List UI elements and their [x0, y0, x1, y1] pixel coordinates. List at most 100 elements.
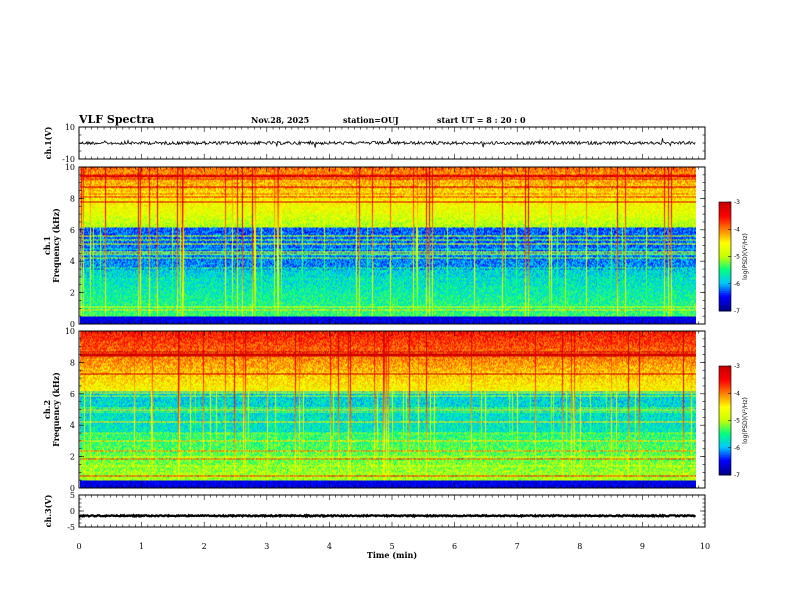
ch3-waveform-trace — [78, 513, 697, 519]
y-tick-label: 10 — [65, 327, 75, 336]
colorbar-swatch — [719, 241, 731, 245]
y-tick-label: 0 — [70, 507, 75, 516]
ch1-spectrogram-image — [80, 167, 696, 324]
y-tick-label: 0 — [70, 320, 75, 329]
colorbar-swatch — [719, 375, 731, 378]
colorbar-swatch — [719, 271, 731, 274]
colorbar-swatch — [719, 292, 731, 296]
colorbar-swatch — [719, 445, 731, 449]
colorbar-swatch — [719, 281, 731, 285]
colorbar-swatch — [719, 294, 731, 297]
colorbar-swatch — [719, 404, 731, 407]
ch1-waveform-ylabel: ch.1(V) — [43, 126, 53, 159]
y-tick-label: -10 — [62, 155, 75, 164]
colorbar-swatch — [719, 231, 731, 234]
colorbar-swatch — [719, 447, 731, 451]
colorbar-swatch — [719, 382, 731, 385]
x-tick-label: 4 — [327, 542, 332, 551]
colorbar-swatch — [719, 245, 731, 248]
colorbar-swatch — [719, 234, 731, 238]
y-tick-label: 10 — [65, 163, 75, 172]
y-tick-label: 8 — [70, 194, 75, 203]
colorbar-swatch — [719, 465, 731, 469]
x-tick-label: 9 — [640, 542, 645, 551]
colorbar-swatch — [719, 283, 731, 287]
station-label: station=OUJ — [343, 115, 399, 125]
colorbar-swatch — [719, 220, 731, 223]
colorbar-swatch — [719, 405, 731, 409]
colorbar-tick-label: -3 — [734, 363, 740, 370]
colorbar-swatch — [719, 413, 731, 416]
ch3-waveform-axes: 0 1 2 3 4 5 6 7 8 9 10 5 0 -5 ch.3(V) — [43, 491, 710, 551]
colorbar-swatch — [719, 416, 731, 420]
colorbar-label: log(PSD)(V²/Hz) — [742, 233, 749, 280]
colorbar-swatch — [719, 247, 731, 250]
colorbar-swatch — [719, 289, 731, 292]
colorbar-swatch — [719, 236, 731, 239]
colorbar-swatch — [719, 263, 731, 267]
x-tick-label: 6 — [452, 542, 457, 551]
colorbar-swatch — [719, 291, 731, 294]
colorbar-tick-label: -4 — [734, 390, 740, 397]
colorbar-swatch — [719, 409, 731, 412]
colorbar-swatch — [719, 415, 731, 418]
colorbar-swatch — [719, 467, 731, 471]
colorbar-swatch — [719, 218, 731, 221]
colorbar-swatch — [719, 238, 731, 241]
colorbar-swatch — [719, 202, 731, 205]
colorbar-swatch — [719, 212, 731, 216]
colorbar-swatch — [719, 385, 731, 389]
colorbar-swatch — [719, 464, 731, 467]
colorbar-swatch — [719, 229, 731, 232]
colorbar-swatch — [719, 227, 731, 230]
colorbar-swatch — [719, 303, 731, 307]
ch1-spectrogram-channel-label: ch.1 — [42, 236, 52, 255]
colorbar-tick-label: -5 — [734, 254, 740, 261]
colorbar-swatch — [719, 473, 731, 476]
x-tick-label: 3 — [264, 542, 269, 551]
colorbar-swatch — [719, 378, 731, 382]
colorbar-swatch — [719, 285, 731, 288]
colorbar-swatch — [719, 380, 731, 383]
colorbar-swatch — [719, 309, 731, 312]
y-tick-label: 8 — [70, 358, 75, 367]
colorbar-swatch — [719, 223, 731, 227]
colorbar-swatch — [719, 453, 731, 456]
colorbar-swatch — [719, 400, 731, 403]
colorbar-tick-label: -6 — [734, 445, 740, 452]
colorbar-swatch — [719, 395, 731, 398]
colorbar-tick-label: -5 — [734, 418, 740, 425]
colorbar-swatch — [719, 418, 731, 421]
colorbar-swatch — [719, 376, 731, 380]
colorbar-tick-label: -6 — [734, 281, 740, 288]
colorbar-label: log(PSD)(V²/Hz) — [742, 397, 749, 444]
x-tick-label: 1 — [139, 542, 144, 551]
colorbar-swatch — [719, 387, 731, 391]
colorbar-swatch — [719, 225, 731, 228]
colorbar-swatch — [719, 267, 731, 270]
colorbar-swatch — [719, 221, 731, 225]
colorbar-swatch — [719, 455, 731, 458]
colorbar-swatch — [719, 240, 731, 243]
ch2-spectrogram-channel-label: ch.2 — [42, 400, 52, 419]
y-tick-label: -5 — [67, 523, 75, 532]
start-time-label: start UT = 8 : 20 : 0 — [437, 115, 526, 125]
ch1-spectrogram-axes: 0 2 4 6 8 10 ch.1 Frequency (kHz) — [42, 163, 706, 329]
y-tick-label: 4 — [70, 421, 75, 430]
colorbar-swatch — [719, 391, 731, 394]
colorbar-swatch — [719, 460, 731, 463]
colorbar-swatch — [719, 298, 731, 301]
colorbar-swatch — [719, 429, 731, 432]
colorbar-tick-label: -3 — [734, 199, 740, 206]
colorbar-swatch — [719, 435, 731, 438]
colorbar-swatch — [719, 422, 731, 425]
y-tick-label: 6 — [70, 226, 75, 235]
x-tick-label: 2 — [202, 542, 207, 551]
colorbar-swatch — [719, 420, 731, 423]
colorbar-swatch — [719, 252, 731, 256]
colorbar-swatch — [719, 254, 731, 257]
ch1-waveform-axes: 10 -10 ch.1(V) — [43, 123, 706, 164]
colorbar-swatch — [719, 216, 731, 219]
colorbar-swatch — [719, 427, 731, 431]
colorbar-swatch — [719, 300, 731, 303]
